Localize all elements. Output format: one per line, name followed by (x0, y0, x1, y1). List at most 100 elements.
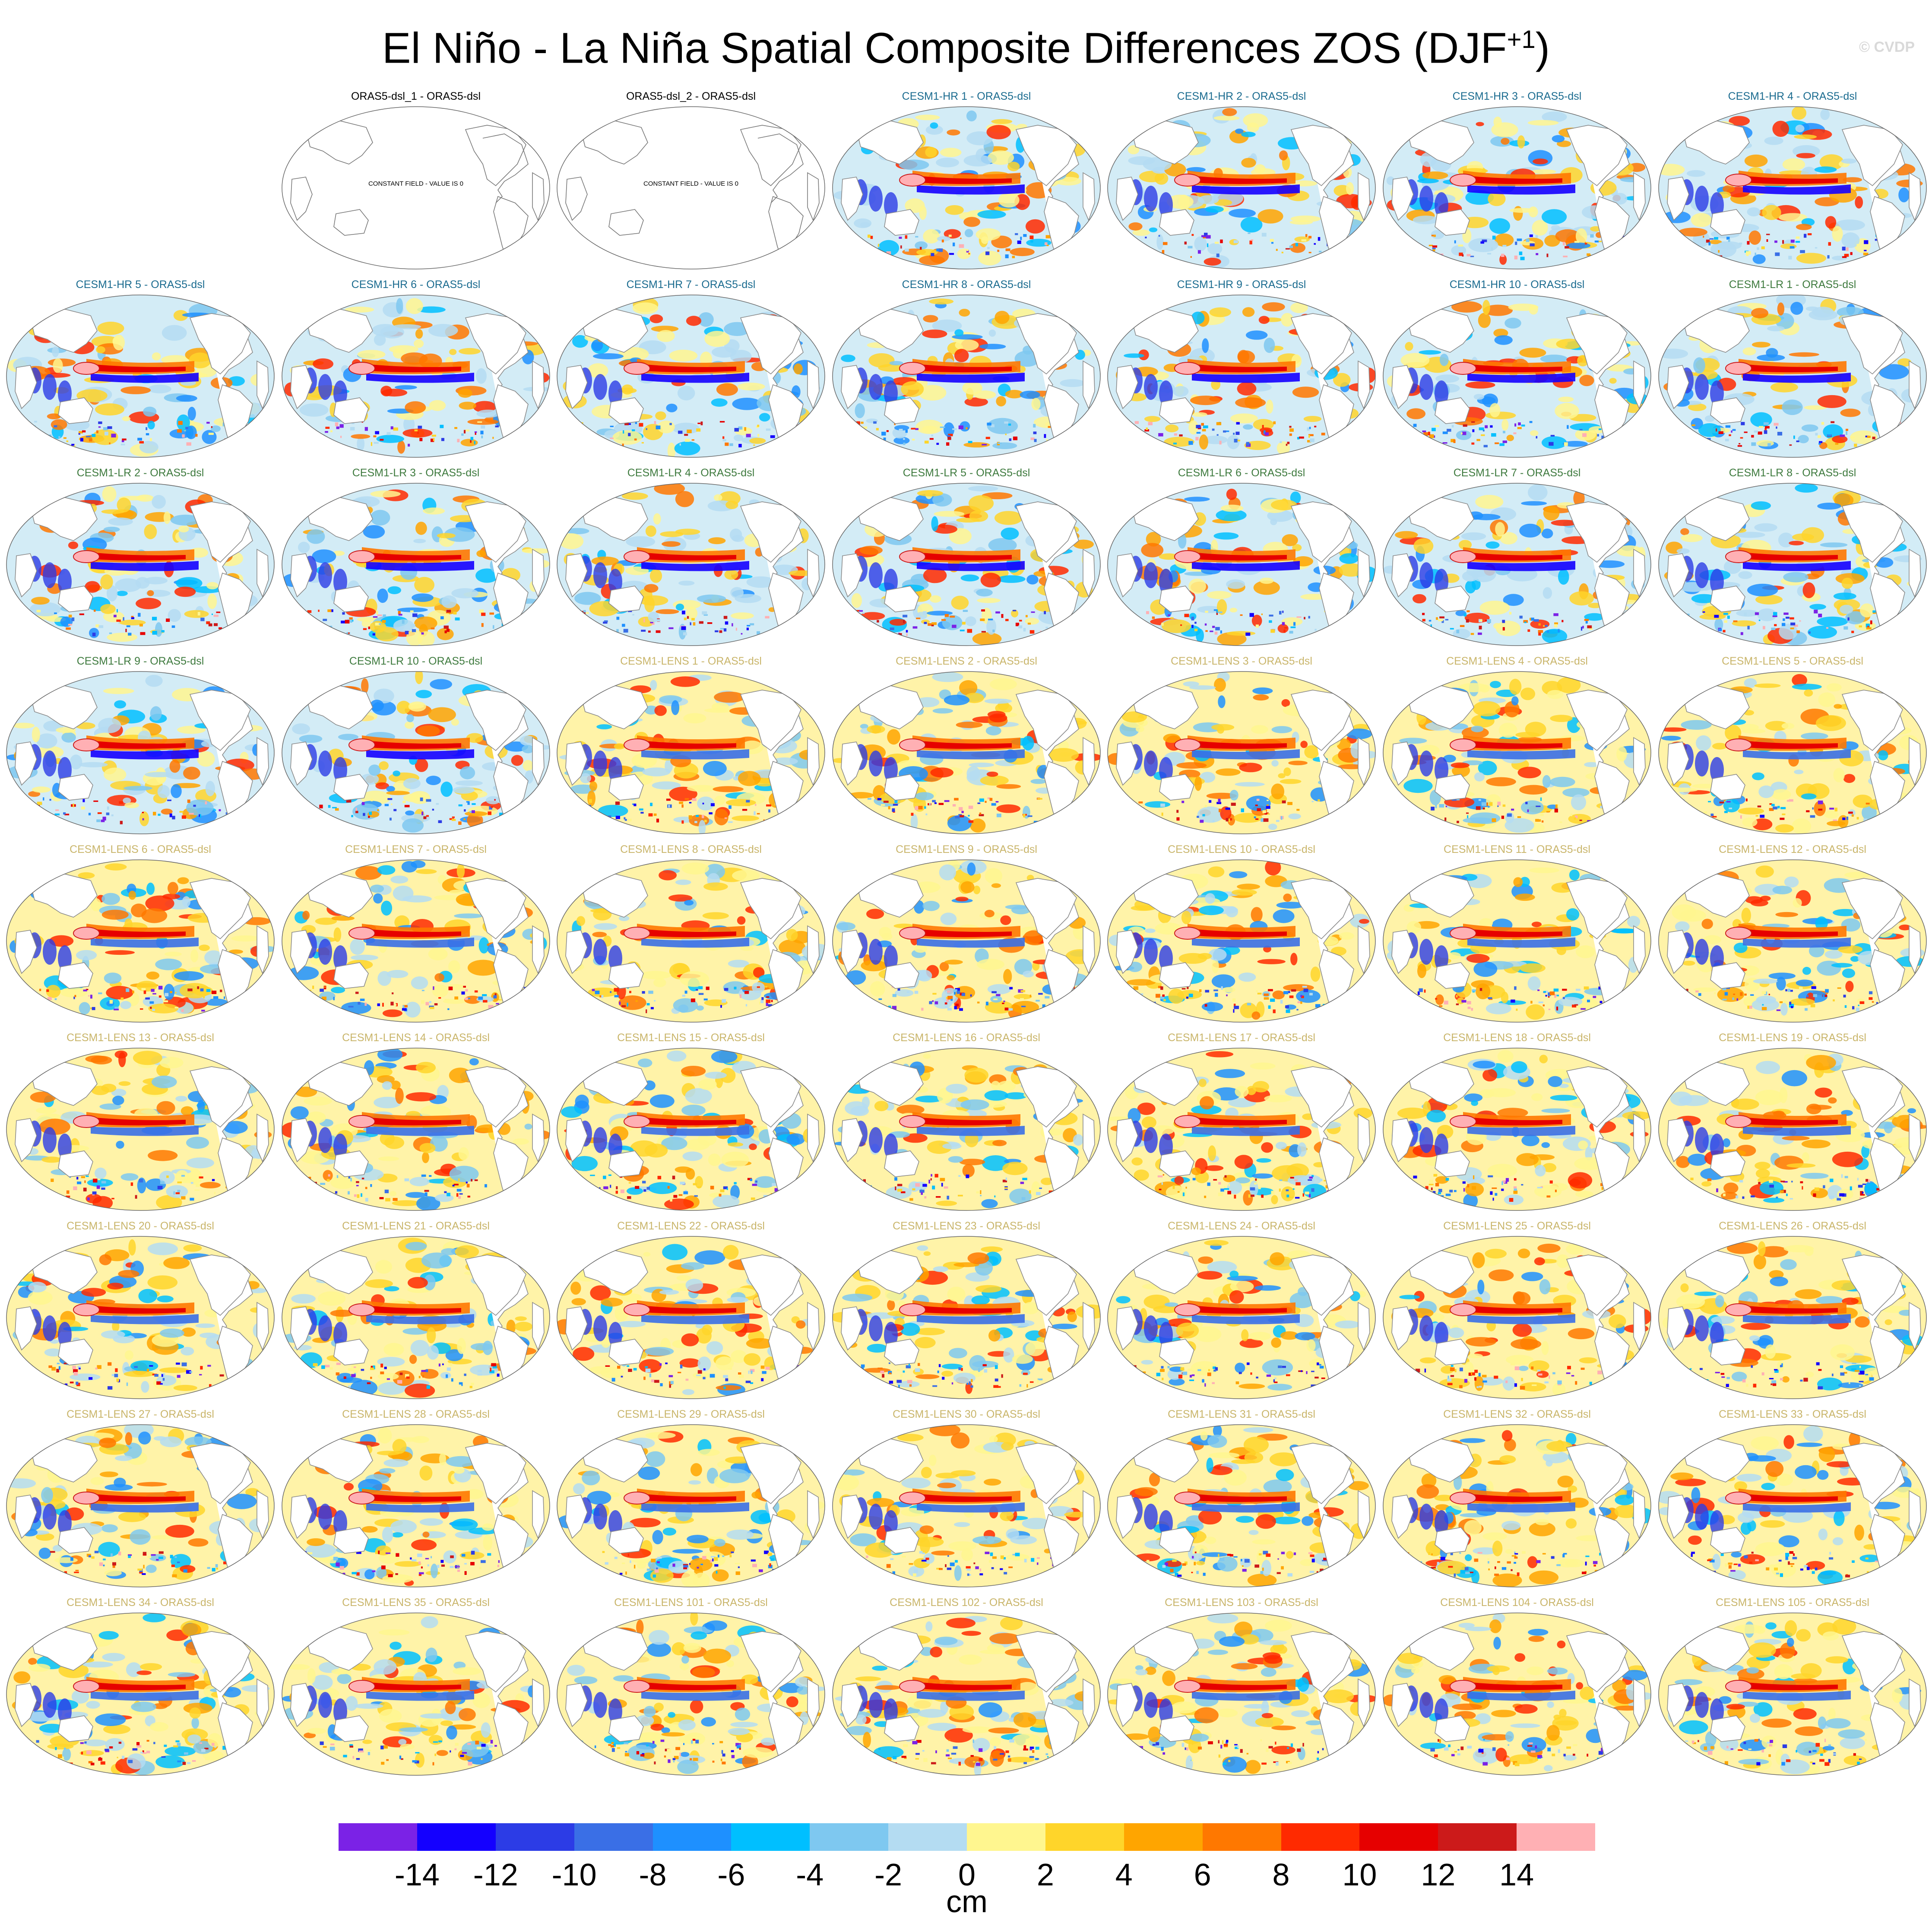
anomaly-patch (980, 775, 1009, 786)
anomaly-patch (1239, 763, 1262, 773)
anomaly-patch (313, 358, 333, 370)
anomaly-speckle (470, 437, 473, 440)
anomaly-speckle (310, 813, 313, 815)
anomaly-patch (1778, 532, 1794, 548)
anomaly-speckle (307, 802, 310, 805)
anomaly-patch (370, 510, 390, 526)
anomaly-speckle (1194, 628, 1198, 631)
anomaly-speckle (706, 986, 709, 990)
anomaly-speckle (304, 614, 306, 618)
anomaly-speckle (1718, 431, 1723, 434)
anomaly-speckle (1607, 814, 1611, 815)
anomaly-speckle (1553, 613, 1558, 616)
anomaly-patch (1164, 437, 1194, 447)
anomaly-speckle (1255, 818, 1259, 820)
anomaly-speckle (1188, 246, 1193, 249)
anomaly-speckle (308, 443, 310, 446)
anomaly-speckle (1684, 817, 1687, 819)
anomaly-speckle (1029, 630, 1035, 634)
anomaly-speckle (1590, 234, 1594, 238)
anomaly-patch (921, 619, 930, 624)
anomaly-patch (1197, 606, 1222, 613)
land-outline (757, 133, 804, 203)
anomaly-patch (1612, 193, 1628, 205)
map-svg (1107, 483, 1376, 646)
anomaly-patch (932, 493, 952, 507)
anomaly-speckle (766, 996, 770, 998)
anomaly-patch (79, 1002, 90, 1015)
cool-anomaly (1695, 751, 1709, 776)
anomaly-speckle (1614, 247, 1617, 248)
anomaly-speckle (1864, 250, 1867, 251)
anomaly-patch (681, 862, 709, 875)
anomaly-speckle (1160, 803, 1165, 807)
anomaly-patch (1723, 560, 1742, 574)
anomaly-speckle (862, 426, 868, 429)
anomaly-speckle (1078, 802, 1081, 804)
map-panel: ORAS5-dsl_2 - ORAS5-dsl CONSTANT FIELD - … (555, 90, 827, 276)
anomaly-patch (642, 767, 671, 776)
anomaly-speckle (1502, 245, 1507, 247)
anomaly-speckle (1170, 617, 1174, 619)
anomaly-speckle (1529, 421, 1533, 423)
anomaly-patch (1413, 215, 1439, 225)
anomaly-speckle (959, 244, 964, 248)
anomaly-patch (753, 967, 765, 978)
anomaly-speckle (1580, 627, 1583, 631)
anomaly-patch (1451, 245, 1466, 256)
anomaly-speckle (161, 630, 165, 633)
anomaly-speckle (109, 442, 111, 444)
anomaly-speckle (1856, 817, 1859, 820)
anomaly-speckle (1304, 617, 1305, 620)
anomaly-speckle (1691, 424, 1695, 426)
anomaly-patch (651, 326, 679, 332)
land-outline (1566, 690, 1628, 751)
anomaly-patch (522, 745, 535, 754)
anomaly-speckle (81, 806, 85, 810)
anomaly-speckle (1537, 819, 1541, 822)
anomaly-patch (177, 414, 190, 431)
anomaly-patch (848, 792, 874, 798)
anomaly-patch (184, 610, 209, 618)
anomaly-patch (1804, 405, 1827, 410)
anomaly-speckle (1515, 241, 1517, 245)
anomaly-speckle (213, 996, 219, 999)
anomaly-patch (292, 723, 310, 735)
anomaly-speckle (991, 424, 995, 428)
anomaly-speckle (149, 1001, 154, 1004)
anomaly-speckle (1318, 237, 1321, 241)
anomaly-speckle (722, 999, 726, 1003)
anomaly-speckle (1341, 630, 1346, 632)
anomaly-speckle (1138, 801, 1143, 804)
anomaly-speckle (308, 809, 311, 813)
anomaly-speckle (1281, 816, 1283, 820)
anomaly-patch (363, 525, 385, 539)
anomaly-speckle (1191, 624, 1194, 628)
cool-anomaly (58, 380, 72, 406)
anomaly-speckle (628, 610, 632, 612)
anomaly-speckle (684, 618, 687, 621)
anomaly-patch (415, 758, 428, 772)
map-panel: CESM1-HR 9 - ORAS5-dsl (1105, 278, 1378, 464)
anomaly-speckle (27, 437, 31, 439)
anomaly-patch (1841, 158, 1857, 164)
land-outline (1622, 495, 1641, 513)
anomaly-speckle (1889, 435, 1894, 439)
anomaly-patch (1817, 503, 1841, 510)
anomaly-speckle (856, 421, 860, 425)
anomaly-patch (675, 491, 694, 507)
land-outline (1131, 497, 1199, 541)
land-outline (1841, 690, 1903, 751)
anomaly-patch (1188, 578, 1206, 594)
anomaly-speckle (423, 816, 427, 819)
anomaly-speckle (1201, 235, 1207, 238)
anomaly-patch (976, 228, 1001, 241)
cool-anomaly (869, 186, 883, 212)
anomaly-speckle (1847, 617, 1850, 621)
anomaly-speckle (466, 801, 470, 803)
anomaly-speckle (903, 443, 906, 445)
anomaly-patch (386, 786, 395, 792)
anomaly-speckle (1287, 802, 1292, 805)
anomaly-patch (1519, 523, 1541, 538)
anomaly-speckle (1184, 614, 1189, 618)
